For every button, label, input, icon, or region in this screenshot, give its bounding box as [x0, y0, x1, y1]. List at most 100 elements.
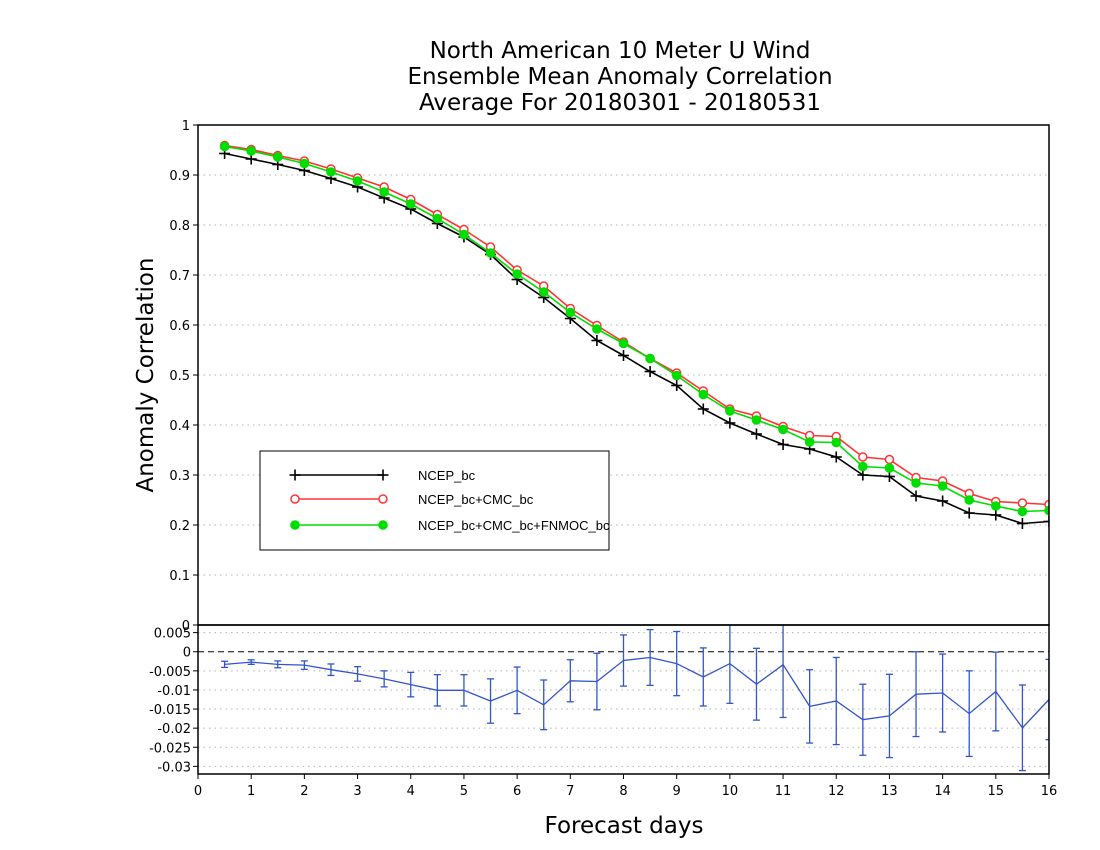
error-bar: [620, 634, 627, 687]
legend-marker-filled-circle-icon: [378, 520, 388, 530]
x-tick-label: 0: [194, 784, 202, 799]
error-bar: [540, 679, 548, 731]
error-bar: [752, 647, 760, 721]
series-line-ncep-bc-cmc-bc-fnmoc-bc: [224, 145, 1049, 513]
data-point-ncep-bc-cmc-bc: [1017, 498, 1028, 508]
data-point-ncep-bc-cmc-bc-fnmoc-bc: [272, 152, 283, 162]
top-y-tick-label: 0.5: [169, 369, 190, 384]
error-bar: [300, 660, 308, 670]
chart-title-line-1: North American 10 Meter U Wind: [430, 38, 811, 64]
chart-title-line-2: Ensemble Mean Anomaly Correlation: [407, 64, 832, 90]
data-point-ncep-bc-cmc-bc: [858, 452, 868, 462]
top-y-tick-label: 0: [182, 619, 190, 634]
error-bar: [327, 663, 335, 677]
data-point-ncep-bc-cmc-bc-fnmoc-bc: [538, 287, 549, 297]
series-ncep-bc: [219, 148, 1049, 529]
legend-marker-filled-circle-icon: [290, 520, 300, 530]
error-bar: [274, 660, 282, 669]
x-tick-label: 14: [934, 784, 951, 799]
legend-entry-ncep-bc: NCEP_bc: [295, 468, 476, 483]
error-bar: [354, 665, 362, 682]
series-ncep-bc-cmc-bc-fnmoc-bc: [219, 141, 1049, 517]
x-axis-ticks: 0 1 2 3 4 5 6 7 8 9 10 11 12 13 14 15 16: [194, 774, 1057, 799]
error-bar: [885, 673, 893, 759]
data-point-ncep-bc-cmc-bc-fnmoc-bc: [246, 146, 256, 156]
x-tick-label: 15: [988, 784, 1005, 799]
data-point-ncep-bc-cmc-bc-fnmoc-bc: [405, 199, 416, 209]
x-tick-label: 12: [828, 784, 845, 799]
top-panel-plot-area: [219, 140, 1049, 529]
error-bar: [1018, 684, 1026, 772]
data-point-ncep-bc-cmc-bc-fnmoc-bc: [671, 370, 682, 381]
top-y-tick-label: 0.8: [169, 219, 190, 234]
x-tick-label: 2: [300, 784, 308, 799]
legend-box: [259, 450, 610, 551]
x-tick-label: 6: [513, 784, 521, 799]
error-bar: [699, 647, 707, 707]
top-y-tick-label: 1: [182, 119, 190, 134]
top-y-tick-label: 0.7: [169, 269, 190, 284]
error-bar: [513, 666, 521, 715]
error-bar: [460, 674, 468, 707]
difference-line: [224, 656, 1049, 729]
data-point-ncep-bc-cmc-bc-fnmoc-bc: [911, 478, 921, 488]
x-tick-label: 1: [247, 784, 255, 799]
x-tick-label: 9: [673, 784, 681, 799]
data-point-ncep-bc-cmc-bc-fnmoc-bc: [326, 167, 336, 177]
bottom-y-tick-label: -0.01: [157, 684, 191, 699]
data-point-ncep-bc-cmc-bc-fnmoc-bc: [352, 176, 363, 186]
bottom-y-tick-label: -0.03: [157, 760, 191, 775]
data-point-ncep-bc-cmc-bc-fnmoc-bc: [219, 141, 230, 152]
data-point-ncep-bc-cmc-bc-fnmoc-bc: [1017, 506, 1028, 517]
bottom-panel-frame: [197, 624, 1050, 775]
legend-label-ncep-bc: NCEP_bc: [418, 468, 476, 483]
top-y-tick-label: 0.2: [169, 519, 190, 534]
series-line-ncep-bc: [224, 152, 1049, 525]
legend-label-ncep-bc-cmc-bc-fnmoc-bc: NCEP_bc+CMC_bc+FNMOC_bc: [418, 518, 610, 533]
legend-marker-open-circle-icon: [290, 494, 300, 504]
error-bar: [247, 659, 255, 666]
error-bar: [407, 671, 415, 698]
error-bar: [859, 683, 867, 756]
legend-entry-ncep-bc-cmc-bc: NCEP_bc+CMC_bc: [295, 492, 534, 507]
data-point-ncep-bc-cmc-bc-fnmoc-bc: [831, 437, 842, 448]
data-point-ncep-bc-cmc-bc-fnmoc-bc: [804, 437, 815, 447]
error-bar: [779, 625, 787, 719]
data-point-ncep-bc-cmc-bc-fnmoc-bc: [592, 324, 602, 334]
bottom-panel-y-ticks: 0.005 0 -0.005 -0.01 -0.015 -0.02 -0.025 -0.03: [149, 627, 198, 775]
data-point-ncep-bc-cmc-bc-fnmoc-bc: [485, 248, 496, 258]
top-y-tick-label: 0.1: [169, 569, 190, 584]
chart-title: North American 10 Meter U Wind Ensemble …: [407, 38, 832, 116]
data-point-ncep-bc-cmc-bc-fnmoc-bc: [858, 461, 868, 472]
error-bar: [992, 651, 1000, 732]
top-y-tick-label: 0.9: [169, 169, 190, 184]
x-tick-label: 13: [881, 784, 898, 799]
x-tick-label: 4: [407, 784, 415, 799]
error-bar: [566, 659, 574, 703]
legend: NCEP_bc NCEP_bc+CMC_bc NCEP_bc+CMC_bc+FN…: [259, 450, 610, 551]
error-bar: [433, 674, 441, 707]
error-bar: [806, 669, 814, 744]
top-y-tick-label: 0.4: [169, 419, 190, 434]
x-axis-title: Forecast days: [545, 813, 704, 839]
data-point-ncep-bc-cmc-bc-fnmoc-bc: [884, 463, 895, 473]
x-tick-label: 3: [353, 784, 361, 799]
x-tick-label: 16: [1041, 784, 1058, 799]
data-point-ncep-bc-cmc-bc-fnmoc-bc: [645, 353, 655, 364]
data-point-ncep-bc-cmc-bc-fnmoc-bc: [379, 187, 389, 197]
bottom-y-tick-label: 0.005: [154, 627, 191, 642]
data-point-ncep-bc-cmc-bc-fnmoc-bc: [725, 406, 735, 416]
error-bar: [1045, 658, 1049, 741]
legend-label-ncep-bc-cmc-bc: NCEP_bc+CMC_bc: [418, 492, 534, 507]
top-y-tick-label: 0.3: [169, 469, 190, 484]
error-bar: [965, 670, 973, 758]
error-bar: [726, 625, 734, 704]
legend-marker-open-circle-icon: [378, 494, 388, 504]
data-point-ncep-bc-cmc-bc-fnmoc-bc: [432, 213, 443, 224]
data-point-ncep-bc-cmc-bc-fnmoc-bc: [459, 229, 469, 240]
data-point-ncep-bc-cmc-bc-fnmoc-bc: [778, 424, 788, 435]
data-point-ncep-bc-cmc-bc-fnmoc-bc: [512, 269, 522, 279]
data-point-ncep-bc-cmc-bc-fnmoc-bc: [1044, 505, 1049, 516]
top-y-tick-label: 0.6: [169, 319, 190, 334]
